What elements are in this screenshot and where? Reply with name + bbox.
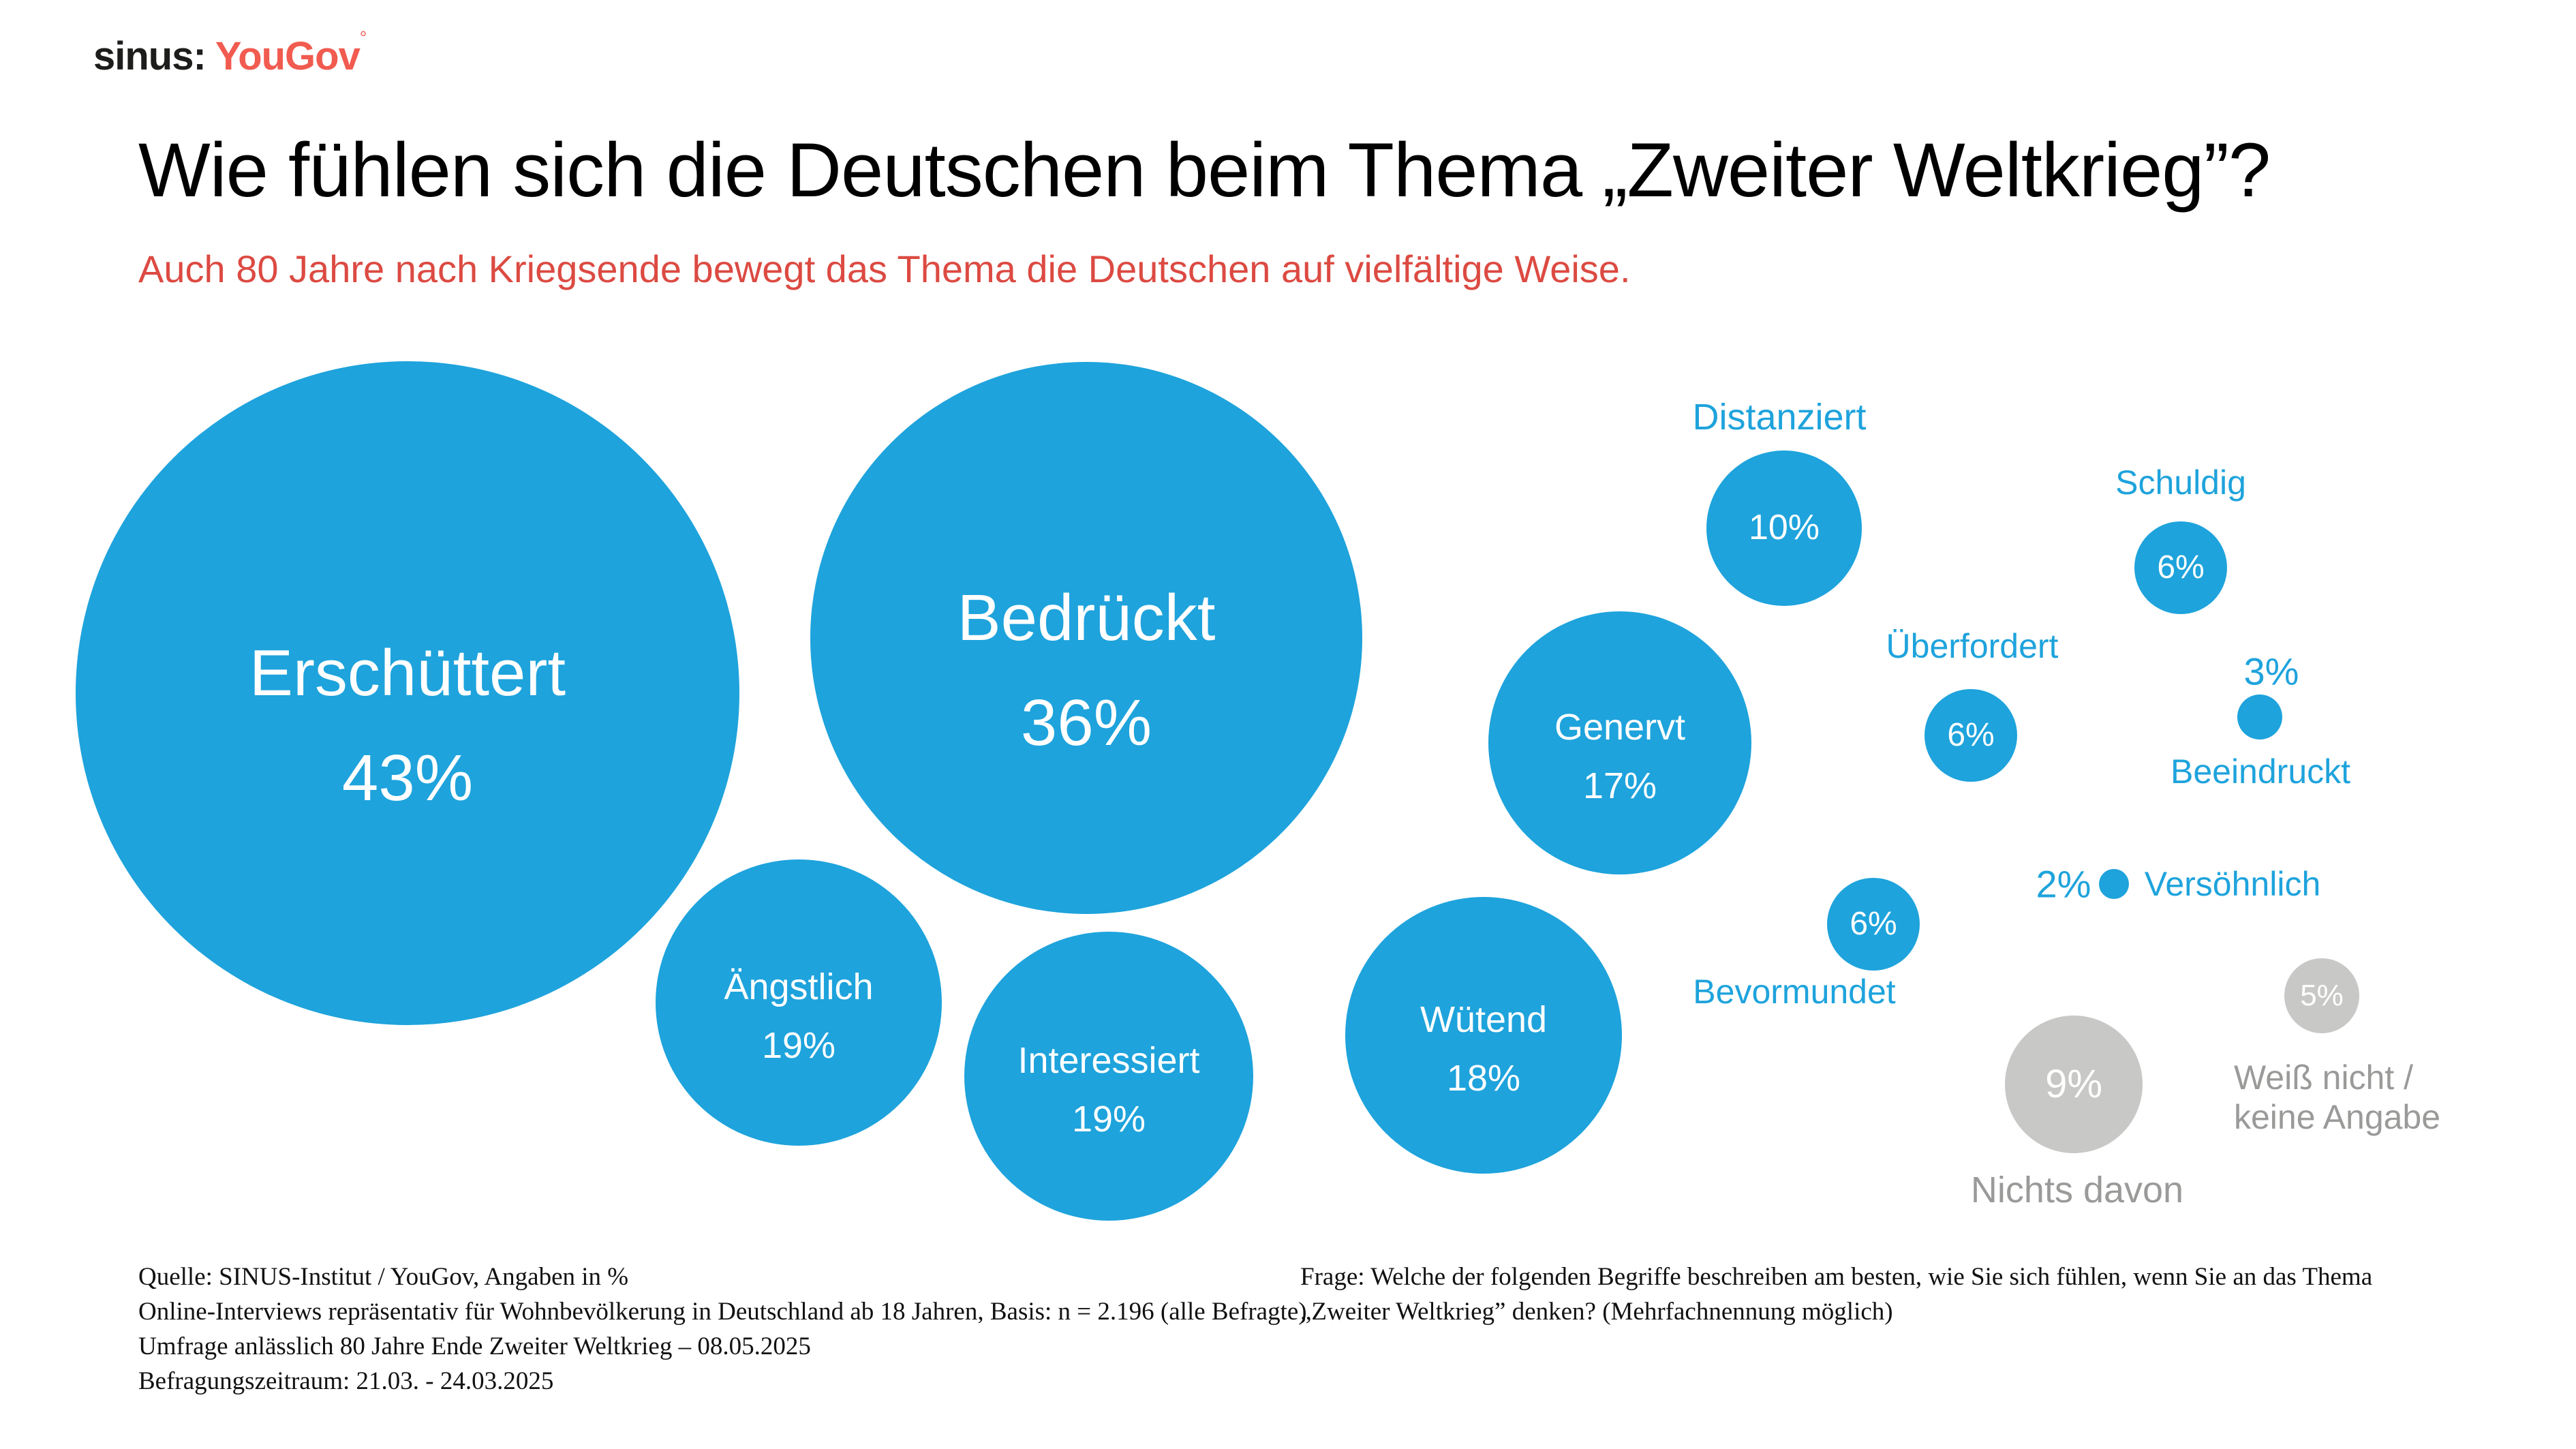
- bubble-wuetend: Wütend 18%: [1345, 897, 1622, 1174]
- bubble-value: 43%: [341, 742, 474, 814]
- label-versoehnlich: Versöhnlich: [2144, 865, 2321, 903]
- label-bevormundet: Bevormundet: [1693, 973, 1896, 1011]
- label-beeindruckt: Beeindruckt: [2170, 752, 2351, 791]
- bubble-weiss-nicht: 5%: [2284, 958, 2359, 1033]
- bubble-value: 10%: [1748, 508, 1820, 548]
- sinus-logo: sinus:: [93, 34, 206, 78]
- question-note: Frage: Welche der folgenden Begriffe bes…: [1300, 1260, 2372, 1329]
- bubble-name: Bedrückt: [957, 581, 1216, 655]
- source-line: Umfrage anlässlich 80 Jahre Ende Zweiter…: [138, 1332, 811, 1361]
- trademark-icon: °: [359, 27, 367, 48]
- label-distanziert: Distanziert: [1692, 397, 1867, 438]
- logo: sinus: YouGov°: [93, 27, 367, 79]
- bubble-erschuettert: Erschüttert 43%: [76, 361, 739, 1025]
- bubble-name: Interessiert: [1017, 1039, 1200, 1081]
- source-line: Quelle: SINUS-Institut / YouGov, Angaben…: [138, 1263, 629, 1291]
- bubble-value: 5%: [2300, 978, 2344, 1012]
- label-ueberfordert: Überfordert: [1886, 627, 2059, 665]
- label-weiss-nicht-line1: Weiß nicht /: [2234, 1058, 2414, 1097]
- bubble-value: 17%: [1582, 765, 1657, 806]
- bubble-ueberfordert: 6%: [1925, 689, 2017, 782]
- bubble-bevormundet: 6%: [1827, 878, 1920, 971]
- label-nichts-davon: Nichts davon: [1970, 1170, 2184, 1210]
- bubble-value: 6%: [2157, 549, 2205, 585]
- question-line: „Zweiter Weltkrieg” denken? (Mehrfachnen…: [1300, 1298, 1893, 1326]
- page-subtitle: Auch 80 Jahre nach Kriegsende bewegt das…: [138, 247, 1631, 290]
- value-versoehnlich: 2%: [2036, 862, 2091, 906]
- page-title: Wie fühlen sich die Deutschen beim Thema…: [138, 127, 2271, 213]
- bubble-name: Ängstlich: [724, 966, 874, 1007]
- bubble-value: 18%: [1446, 1058, 1521, 1099]
- bubble-beeindruckt: [2237, 695, 2282, 739]
- value-beeindruckt: 3%: [2243, 650, 2299, 693]
- bubble-nichts-davon: 9%: [2005, 1016, 2143, 1153]
- bubble-value: 36%: [1020, 686, 1152, 759]
- bubble-value: 6%: [1850, 905, 1897, 942]
- source-note: Quelle: SINUS-Institut / YouGov, Angaben…: [138, 1260, 1307, 1399]
- bubble-interessiert: Interessiert 19%: [964, 932, 1253, 1221]
- source-line: Befragungszeitraum: 21.03. - 24.03.2025: [138, 1367, 554, 1396]
- bubble-versoehnlich: [2099, 869, 2129, 899]
- bubble-genervt: Genervt 17%: [1488, 611, 1751, 874]
- bubble-value: 19%: [1071, 1099, 1146, 1140]
- yougov-logo: YouGov: [215, 34, 361, 78]
- bubble-aengstlich: Ängstlich 19%: [656, 859, 942, 1146]
- bubble-distanziert: 10%: [1706, 451, 1862, 606]
- bubble-name: Wütend: [1420, 998, 1548, 1040]
- source-line: Online-Interviews repräsentativ für Wohn…: [138, 1298, 1307, 1326]
- label-schuldig: Schuldig: [2115, 463, 2246, 502]
- bubble-value: 6%: [1947, 716, 1995, 753]
- label-weiss-nicht-line2: keine Angabe: [2234, 1098, 2441, 1136]
- bubble-value: 9%: [2045, 1061, 2102, 1106]
- bubble-bedrueckt: Bedrückt 36%: [810, 362, 1362, 914]
- bubble-schuldig: 6%: [2134, 521, 2227, 614]
- question-line: Frage: Welche der folgenden Begriffe bes…: [1300, 1263, 2373, 1291]
- bubble-name: Genervt: [1554, 706, 1686, 748]
- bubble-value: 19%: [761, 1025, 836, 1066]
- bubble-name: Erschüttert: [249, 637, 566, 710]
- label-weiss-nicht: Weiß nicht / keine Angabe: [2234, 1058, 2440, 1137]
